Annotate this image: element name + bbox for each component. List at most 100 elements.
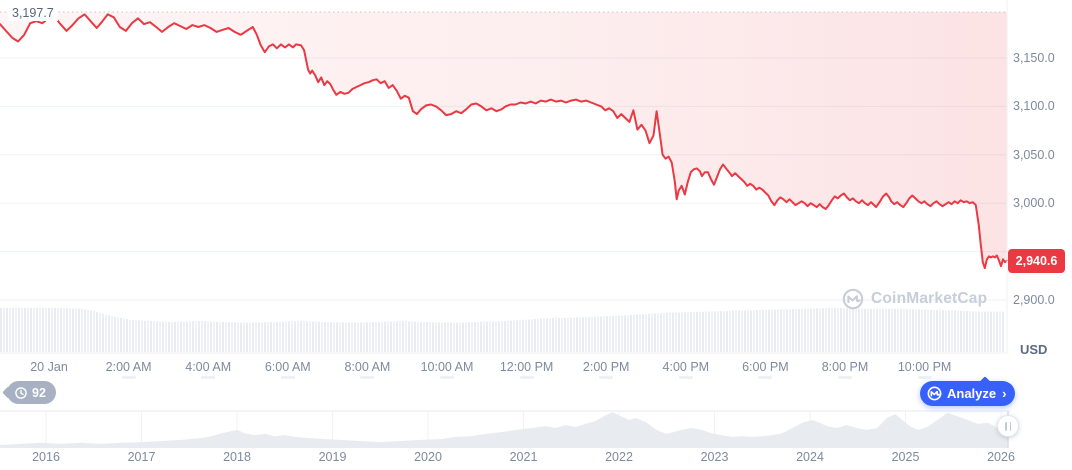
time-axis-tick <box>917 376 932 379</box>
volume-bar <box>63 308 65 352</box>
volume-bar <box>813 308 815 352</box>
volume-bar <box>27 307 29 352</box>
volume-bar <box>801 308 803 352</box>
year-axis-label: 2017 <box>127 450 156 464</box>
volume-bar <box>60 308 62 352</box>
volume-bar <box>162 321 164 352</box>
volume-bar <box>864 308 866 352</box>
time-axis-label: 4:00 AM <box>185 360 232 374</box>
navigator-handle[interactable] <box>997 415 1019 437</box>
volume-bar <box>990 311 992 352</box>
volume-bar <box>912 309 914 352</box>
volume-bar <box>411 321 413 352</box>
volume-bar <box>6 307 8 352</box>
volume-bar <box>825 308 827 352</box>
chevron-right-icon: › <box>1002 386 1007 401</box>
volume-bar <box>591 316 593 352</box>
volume-bar <box>468 322 470 352</box>
time-axis-label: 4:00 PM <box>662 360 710 374</box>
volume-bar <box>240 322 242 352</box>
volume-bar <box>687 312 689 352</box>
volume-bar <box>654 313 656 352</box>
volume-bar <box>795 309 797 352</box>
volume-bar <box>213 321 215 352</box>
year-axis-label: 2023 <box>700 450 729 464</box>
volume-bar <box>375 321 377 352</box>
volume-bar <box>921 309 923 352</box>
volume-bar <box>276 321 278 352</box>
volume-bar <box>993 311 995 352</box>
volume-bar <box>492 321 494 352</box>
volume-bar <box>633 314 635 352</box>
analyze-button[interactable]: Analyze › <box>920 376 1016 406</box>
volume-bar <box>777 309 779 352</box>
volume-bar <box>684 312 686 352</box>
volume-bar <box>372 321 374 352</box>
volume-bar <box>702 311 704 352</box>
volume-bar <box>489 321 491 352</box>
volume-bar <box>435 322 437 352</box>
time-axis-tick <box>678 376 693 379</box>
history-clock-icon <box>15 386 27 399</box>
volume-bar <box>942 310 944 352</box>
volume-bar <box>510 320 512 352</box>
y-axis-label: 3,150.0 <box>1013 51 1055 65</box>
volume-bar <box>219 321 221 352</box>
volume-bar <box>531 319 533 352</box>
volume-bar <box>936 310 938 352</box>
volume-bar <box>204 321 206 352</box>
volume-bar <box>882 308 884 352</box>
current-price-badge: 2,940.6 <box>1008 249 1065 273</box>
volume-bar <box>312 321 314 352</box>
volume-bar <box>657 313 659 352</box>
volume-bar <box>555 318 557 352</box>
volume-bar <box>816 308 818 352</box>
volume-bar <box>894 308 896 352</box>
volume-bar <box>171 321 173 352</box>
volume-bar <box>597 316 599 352</box>
volume-bar <box>216 321 218 352</box>
volume-bar <box>924 309 926 352</box>
volume-bar <box>798 308 800 352</box>
volume-bar <box>627 315 629 352</box>
y-axis-label: 2,900.0 <box>1013 293 1055 307</box>
volume-bar <box>741 310 743 352</box>
volume-bar <box>270 322 272 352</box>
volume-bar <box>714 311 716 352</box>
volume-bar <box>369 322 371 352</box>
volume-bar <box>678 312 680 352</box>
volume-bar <box>933 309 935 352</box>
volume-bar <box>576 317 578 352</box>
history-count-badge[interactable]: 92 <box>2 381 56 404</box>
volume-bar <box>108 315 110 352</box>
volume-bar <box>669 312 671 352</box>
volume-bar <box>765 309 767 352</box>
volume-bar <box>891 308 893 352</box>
y-axis-label: 3,100.0 <box>1013 99 1055 114</box>
volume-bar <box>414 321 416 352</box>
volume-bar <box>306 321 308 352</box>
y-axis-label: 3,000.0 <box>1013 196 1055 211</box>
volume-bar <box>972 311 974 352</box>
volume-bar <box>567 317 569 352</box>
volume-bar <box>624 315 626 352</box>
volume-bar <box>984 311 986 352</box>
time-axis-label: 2:00 PM <box>582 360 630 374</box>
navigator-area[interactable] <box>0 412 1008 448</box>
year-axis-label: 2022 <box>605 450 633 464</box>
volume-bar <box>507 320 509 352</box>
volume-bar <box>399 321 401 352</box>
volume-bar <box>738 310 740 352</box>
volume-bar <box>24 307 26 352</box>
year-axis-label: 2024 <box>796 450 824 464</box>
volume-bar <box>225 322 227 352</box>
volume-bar <box>960 310 962 352</box>
time-axis-tick <box>758 376 773 379</box>
volume-bar <box>879 308 881 352</box>
volume-bar <box>483 321 485 352</box>
volume-bar <box>579 317 581 352</box>
volume-bar <box>663 313 665 352</box>
volume-bar <box>849 308 851 352</box>
volume-bar <box>288 321 290 352</box>
